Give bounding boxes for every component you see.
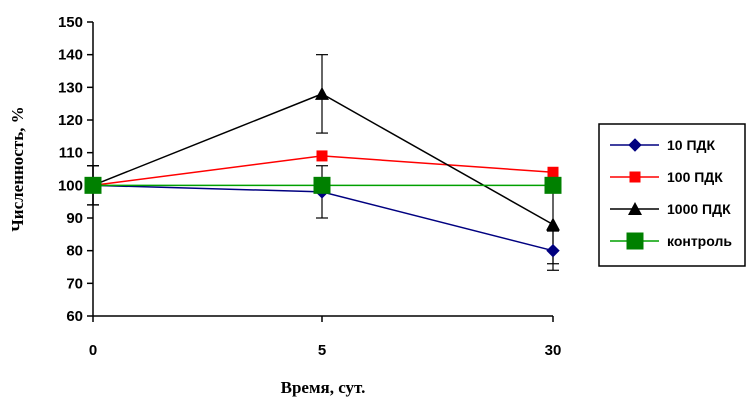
legend-swatch-marker <box>626 232 644 250</box>
y-tick-label: 80 <box>66 243 83 260</box>
x-tick-label: 5 <box>318 342 326 359</box>
data-point-1000-пдк <box>315 86 329 100</box>
legend-swatch-marker <box>629 171 641 183</box>
y-tick-label: 70 <box>66 275 83 292</box>
y-axis-title: Численность, % <box>8 106 27 231</box>
y-tick-label: 90 <box>66 210 83 227</box>
y-tick-label: 120 <box>58 112 83 129</box>
legend-label: контроль <box>667 233 732 249</box>
y-tick-label: 130 <box>58 79 83 96</box>
legend-swatch-marker <box>628 202 642 215</box>
legend: 10 ПДК 100 ПДК 1000 ПДК контроль <box>598 123 746 267</box>
data-point-1000-пдк <box>546 217 560 231</box>
legend-box <box>598 123 746 267</box>
y-tick-label: 140 <box>58 47 83 64</box>
legend-label: 1000 ПДК <box>667 201 731 217</box>
data-point-10-пдк <box>546 243 560 258</box>
legend-label: 100 ПДК <box>667 169 723 185</box>
x-tick-label: 30 <box>545 342 562 359</box>
legend-label: 10 ПДК <box>667 137 715 153</box>
data-point-100-пдк <box>547 166 559 178</box>
y-tick-label: 150 <box>58 14 83 31</box>
series-lines <box>92 93 554 252</box>
data-point-100-пдк <box>316 150 328 162</box>
y-tick-label: 110 <box>59 145 83 162</box>
y-tick-label: 60 <box>66 308 83 325</box>
error-bars <box>87 54 559 271</box>
legend-swatch-marker <box>628 138 642 152</box>
data-point-контроль <box>313 176 331 194</box>
series-markers <box>84 86 562 258</box>
data-point-контроль <box>544 176 562 194</box>
axes: 60 70 80 90 100 110 120 130 140 150 0 5 30 <box>58 14 561 359</box>
y-tick-label: 100 <box>58 177 83 194</box>
x-tick-label: 0 <box>89 342 97 359</box>
x-axis-title: Время, сут. <box>281 378 366 397</box>
data-point-контроль <box>84 176 102 194</box>
